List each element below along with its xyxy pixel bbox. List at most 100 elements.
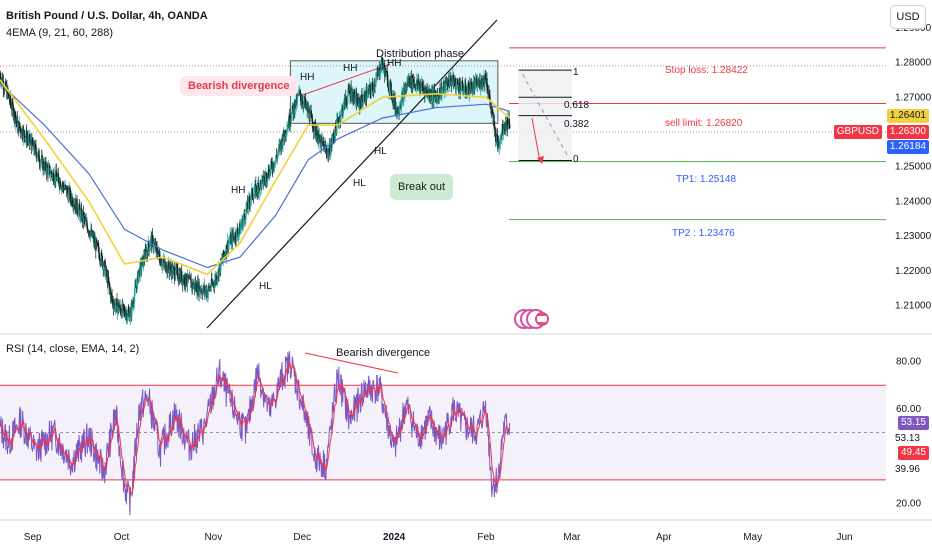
candle-body: [379, 72, 381, 75]
candle-body: [1, 77, 4, 85]
candle-body: [350, 98, 353, 100]
candle-body: [220, 258, 222, 272]
candle-body: [141, 265, 143, 270]
candle-body: [346, 95, 349, 103]
candle-body: [163, 259, 165, 263]
candle-body: [98, 252, 100, 260]
candle-body: [320, 137, 323, 149]
candle-body: [225, 244, 228, 254]
candle-body: [257, 183, 259, 193]
candle-body: [124, 310, 126, 315]
candle-body: [86, 225, 89, 232]
tradingview-logo-icon[interactable]: [514, 307, 550, 336]
candle-body: [111, 300, 114, 302]
candle-body: [346, 102, 348, 104]
candle-body: [244, 219, 247, 221]
candle-body: [71, 196, 73, 205]
rsi-indicator-label[interactable]: RSI (14, close, EMA, 14, 2): [6, 343, 140, 355]
candle-body: [318, 138, 320, 144]
candle-body: [498, 141, 500, 148]
candle-body: [359, 101, 362, 104]
candle-body: [421, 83, 423, 88]
candle-body: [195, 283, 198, 293]
candle-body: [472, 81, 475, 91]
candle-body: [213, 282, 215, 285]
time-tick-label: Nov: [204, 532, 222, 543]
candle-body: [360, 94, 363, 108]
candle-body: [365, 90, 368, 100]
candle-body: [269, 166, 272, 172]
candle-body: [49, 165, 51, 176]
candle-body: [128, 312, 131, 321]
candle-body: [147, 241, 150, 247]
candle-body: [478, 81, 480, 86]
candle-body: [162, 262, 164, 264]
candle-body: [291, 105, 294, 112]
candle-body: [234, 232, 237, 240]
candle-body: [0, 74, 2, 80]
candle-body: [388, 82, 391, 92]
candle-body: [204, 290, 207, 293]
time-tick-label: Mar: [563, 532, 581, 543]
candle-body: [461, 81, 463, 91]
symbol-tag[interactable]: GBPUSD: [833, 125, 882, 139]
candle-body: [38, 161, 41, 164]
candle-body: [371, 83, 374, 87]
candle-body: [149, 238, 152, 246]
candle-body: [493, 120, 496, 127]
candle-body: [278, 145, 280, 147]
candle-body: [251, 188, 254, 198]
candle-body: [104, 271, 107, 277]
candle-body: [235, 229, 238, 241]
candle-body: [216, 279, 219, 283]
candle-body: [390, 83, 392, 96]
candle-body: [263, 182, 265, 185]
candle-body: [450, 75, 452, 82]
candle-body: [166, 272, 168, 274]
currency-button[interactable]: USD: [890, 5, 926, 29]
candle-body: [242, 217, 245, 221]
time-tick-label: Dec: [293, 532, 311, 543]
candle-body: [343, 102, 345, 111]
candle-body: [133, 295, 136, 305]
candle-body: [468, 93, 470, 96]
candle-body: [240, 225, 243, 227]
candle-body: [50, 171, 53, 174]
candle-body: [417, 80, 420, 87]
candle-body: [47, 166, 50, 175]
candle-body: [458, 82, 460, 92]
candle-body: [174, 276, 177, 279]
candle-body: [313, 131, 315, 133]
fib-level-618: 0.618: [564, 100, 590, 111]
ema-indicator-label[interactable]: 4EMA (9, 21, 60, 288): [6, 27, 114, 39]
candle-body: [40, 160, 42, 162]
candle-body: [21, 128, 23, 137]
candle-body: [253, 193, 255, 199]
chart-title: British Pound / U.S. Dollar, 4h, OANDA: [6, 10, 208, 22]
candle-body: [58, 177, 60, 184]
candle-body: [148, 247, 151, 251]
candle-body: [257, 183, 259, 186]
candle-body: [15, 118, 17, 120]
candle-body: [476, 81, 479, 86]
ema-slow-line: [0, 82, 510, 269]
candle-body: [261, 178, 263, 188]
stop-loss-label: Stop loss: 1.28422: [665, 65, 748, 76]
candle-body: [386, 72, 388, 75]
candle-body: [268, 168, 271, 178]
candle-body: [352, 91, 354, 102]
candle-body: [372, 86, 374, 92]
candle-body: [466, 90, 468, 96]
candle-body: [181, 271, 183, 283]
candle-body: [488, 92, 490, 96]
candle-body: [202, 289, 204, 295]
candle-body: [92, 236, 94, 238]
candle-body: [184, 277, 186, 285]
candle-body: [460, 87, 462, 94]
rsi-tick-label: 60.00: [896, 404, 921, 415]
candle-body: [259, 180, 261, 190]
candle-body: [105, 268, 108, 277]
candle-body: [260, 180, 262, 183]
candle-body: [398, 112, 400, 114]
